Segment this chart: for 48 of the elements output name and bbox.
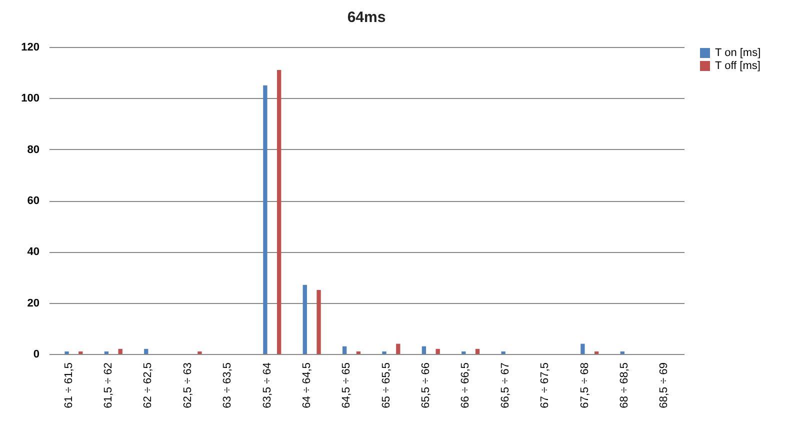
x-tick-label: 64 ÷ 64,5 [300,362,313,408]
bar [356,351,361,354]
x-tick-label: 66 ÷ 66,5 [460,362,472,408]
x-tick-label: 68 ÷ 68,5 [618,362,630,408]
bar [316,290,321,354]
x-tick-label: 63 ÷ 63,5 [222,362,234,408]
bar [144,348,148,354]
y-tick-label: 60 [27,195,40,207]
bar [580,344,585,354]
bar [104,351,109,354]
bar [501,351,506,354]
x-tick-label: 64,5 ÷ 65 [340,362,353,408]
x-tick-label: 62,5 ÷ 63 [182,362,194,408]
bar [462,351,466,354]
chart-title: 64ms [347,9,386,26]
legend-label: T on [ms] [715,47,761,59]
y-tick-label: 40 [27,246,40,258]
bar [302,284,307,354]
legend-label: T off [ms] [715,60,760,72]
bar [382,351,386,354]
x-tick-label: 61,5 ÷ 62 [102,362,115,408]
y-tick-label: 20 [27,297,40,310]
x-tick-label: 67,5 ÷ 68 [578,362,591,408]
bar [64,351,69,354]
x-tick-label: 65 ÷ 65,5 [380,362,392,408]
bar [78,351,83,354]
x-tick-label: 61 ÷ 61,5 [62,362,75,408]
bar [118,348,122,354]
bar [396,344,400,354]
bar [198,351,202,354]
bar [594,351,599,354]
bar [342,346,347,354]
y-tick-label: 120 [21,42,40,54]
x-tick-label: 68,5 ÷ 69 [658,362,670,408]
y-tick-label: 80 [27,144,40,156]
bar [620,351,624,354]
x-tick-label: 65,5 ÷ 66 [420,362,432,408]
y-tick-label: 0 [33,348,40,360]
bar [263,85,268,354]
y-tick-label: 100 [21,92,40,105]
x-tick-label: 63,5 ÷ 64 [261,362,274,408]
x-tick-label: 66,5 ÷ 67 [499,362,512,408]
bar [422,346,426,354]
bar [436,348,440,354]
bar [277,70,282,354]
x-tick-label: 67 ÷ 67,5 [539,362,552,408]
bar [475,348,480,354]
x-tick-label: 62 ÷ 62,5 [142,362,154,408]
